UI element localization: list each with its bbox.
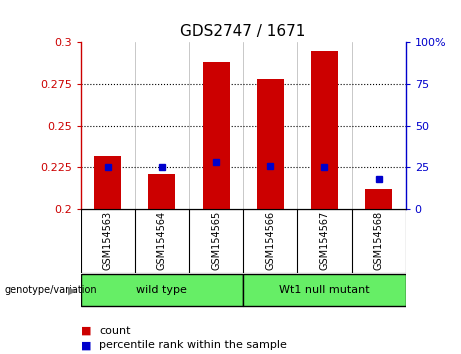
Text: ▶: ▶ [68,285,76,295]
Text: percentile rank within the sample: percentile rank within the sample [99,340,287,350]
Bar [365,189,392,209]
Text: GSM154568: GSM154568 [373,211,384,270]
Text: Wt1 null mutant: Wt1 null mutant [279,285,370,295]
FancyBboxPatch shape [243,274,406,306]
Text: count: count [99,326,130,336]
Bar [311,51,338,209]
FancyBboxPatch shape [81,274,243,306]
Bar [148,174,176,209]
Text: GSM154567: GSM154567 [319,211,330,270]
Text: ■: ■ [81,326,91,336]
Text: GSM154563: GSM154563 [103,211,113,270]
Bar [94,156,121,209]
Text: GSM154564: GSM154564 [157,211,167,270]
Text: GSM154566: GSM154566 [265,211,275,270]
Text: GSM154565: GSM154565 [211,211,221,270]
Text: wild type: wild type [136,285,187,295]
Bar [202,62,230,209]
Text: ■: ■ [81,340,91,350]
Bar [257,79,284,209]
Title: GDS2747 / 1671: GDS2747 / 1671 [181,23,306,39]
Text: genotype/variation: genotype/variation [5,285,97,295]
